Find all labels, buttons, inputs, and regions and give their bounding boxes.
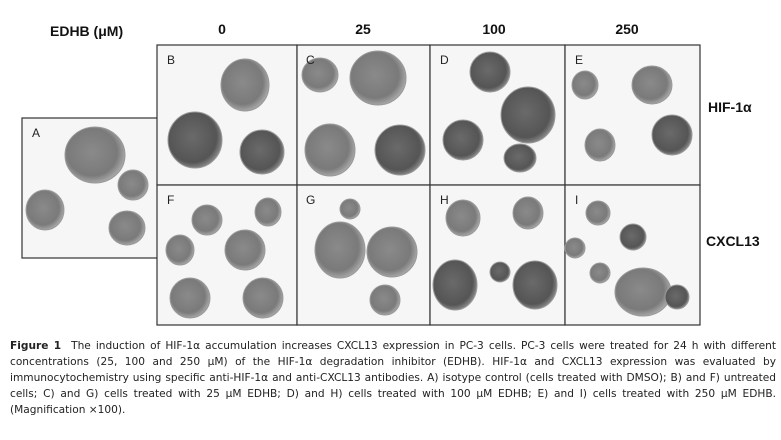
panel-label: A — [32, 126, 40, 140]
column-label: 25 — [355, 21, 371, 37]
panel-label: I — [575, 193, 578, 207]
panel-label: G — [306, 193, 315, 207]
row-label: HIF-1α — [708, 99, 752, 115]
column-label: 0 — [218, 21, 226, 37]
column-label: 250 — [615, 21, 639, 37]
panel-label: B — [167, 53, 175, 67]
panel-label: F — [167, 193, 174, 207]
figure: EDHB (μM) 0 25 100 250 HIF-1α CXCL13 A — [21, 21, 760, 326]
column-label: 100 — [482, 21, 506, 37]
treatment-label: EDHB (μM) — [50, 23, 123, 39]
panel-label: D — [440, 53, 449, 67]
caption: Figure 1 The induction of HIF-1α accumula… — [10, 338, 776, 418]
panel-label: C — [306, 53, 315, 67]
panel-label: E — [575, 53, 583, 67]
cells — [25, 50, 693, 319]
caption-label: Figure 1 — [10, 340, 62, 352]
panel-label: H — [440, 193, 449, 207]
caption-text: The induction of HIF-1α accumulation inc… — [10, 340, 776, 416]
row-label: CXCL13 — [706, 233, 760, 249]
